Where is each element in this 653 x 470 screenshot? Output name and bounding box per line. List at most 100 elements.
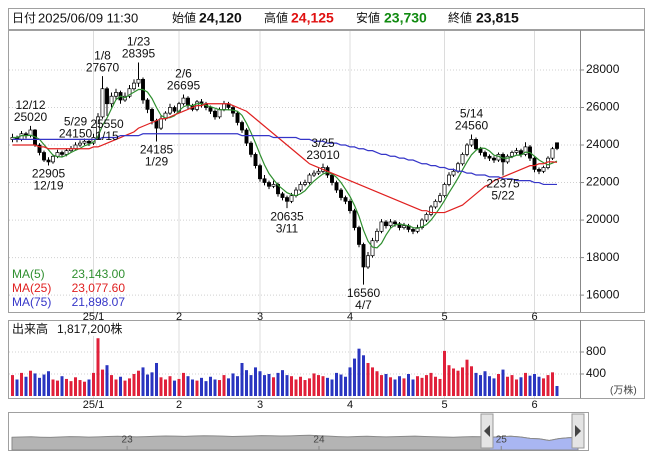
annotation-date: 1/15 (95, 129, 119, 143)
candle-body (361, 244, 366, 268)
annotation-value: 22375 (486, 177, 520, 191)
volume-bar (227, 378, 230, 396)
volume-bar (506, 376, 509, 396)
close-label: 終値 (448, 10, 472, 25)
high-value: 24,125 (291, 10, 334, 26)
candle-body (510, 152, 514, 157)
candle-body (451, 170, 456, 176)
volume-bar (276, 372, 280, 396)
volume-bar (474, 372, 478, 396)
annotation-value: 23010 (306, 148, 340, 162)
annotation-value: 27670 (86, 60, 120, 74)
candle-body (456, 163, 460, 172)
volume-unit: (万株) (610, 384, 637, 397)
volume-bar (510, 375, 514, 396)
header-box (8, 8, 645, 30)
volume-bar (555, 386, 559, 396)
volume-bar (452, 368, 455, 396)
candle-body (298, 184, 303, 191)
annotation-value: 24150 (59, 126, 93, 140)
volume-bar (357, 348, 361, 396)
volume-bar (150, 372, 154, 396)
candle-body (429, 206, 433, 215)
candle-body (154, 120, 159, 129)
volume-bar (551, 372, 554, 396)
y-tick-label: 20000 (586, 212, 620, 226)
volume-bar (164, 379, 167, 396)
x-tick-label: 3 (257, 399, 263, 411)
volume-bar (299, 376, 302, 396)
candle-body (159, 118, 163, 129)
volume-bar (114, 379, 118, 396)
annotation-date: 4/7 (355, 298, 372, 312)
candle-body (474, 139, 478, 150)
volume-bar (272, 377, 275, 396)
volume-bar (407, 373, 410, 396)
annotation-date: 12/12 (15, 98, 45, 112)
volume-bar (537, 376, 541, 396)
volume-bar (321, 376, 325, 396)
volume-bar (200, 377, 203, 396)
navigator-left-handle[interactable] (480, 413, 494, 449)
volume-bar (195, 380, 199, 396)
volume-bar (542, 378, 545, 396)
y-tick-label: 24000 (586, 137, 620, 151)
candle-body (370, 240, 375, 257)
volume-bar (254, 367, 257, 396)
candle-body (217, 109, 222, 118)
volume-last: 1,817,200株 (57, 321, 122, 336)
candle-body (37, 144, 42, 153)
candle-body (339, 189, 343, 198)
volume-bar (524, 372, 527, 396)
candle-body (280, 193, 285, 198)
candle-body (420, 219, 424, 228)
candle-body (415, 227, 420, 232)
volume-bar (425, 375, 428, 396)
handle-arrow[interactable] (575, 425, 581, 437)
annotation-value: 16560 (347, 286, 381, 300)
y-tick-label: 28000 (586, 62, 620, 76)
volume-bar (56, 380, 59, 396)
candle-body (532, 157, 537, 170)
volume-bar (24, 376, 28, 396)
candle-body (168, 107, 172, 114)
candle-body (249, 142, 253, 155)
open-value: 24,120 (199, 10, 242, 26)
candle-body (460, 154, 465, 165)
candle-body (60, 152, 64, 155)
candle-body (478, 148, 483, 153)
low-label: 安値 (356, 10, 380, 25)
volume-bar (281, 370, 284, 396)
volume-bar (375, 371, 379, 396)
candle-body (442, 184, 447, 197)
volume-bar (128, 378, 131, 396)
annotation-date: 2/6 (175, 67, 192, 81)
volume-bar (146, 374, 149, 396)
volume-bar (42, 374, 46, 396)
candle-body (267, 182, 271, 187)
x-tick-label: 4 (347, 311, 353, 323)
candle-body (82, 140, 87, 144)
close-value: 23,815 (476, 10, 519, 26)
candle-body (541, 167, 546, 172)
candle-body (447, 174, 451, 185)
candle-body (289, 195, 294, 202)
candle-body (334, 182, 339, 191)
handle-arrow[interactable] (484, 425, 490, 437)
x-tick-label: 2 (176, 311, 182, 323)
volume-bar (222, 375, 226, 396)
volume-bar (389, 377, 392, 396)
volume-bar (303, 380, 307, 396)
navigator-right-handle[interactable] (571, 413, 585, 449)
volume-bar (60, 376, 64, 396)
annotation-date: 5/29 (64, 114, 88, 128)
volume-bar (263, 375, 266, 396)
volume-bar (186, 376, 190, 396)
candle-body (523, 146, 528, 155)
x-tick-label: 6 (531, 311, 537, 323)
x-tick-label: 25/1 (83, 399, 104, 411)
volume-bar (294, 379, 298, 396)
candle-body (114, 92, 118, 97)
candle-body (213, 110, 217, 118)
volume-bar (366, 362, 370, 396)
